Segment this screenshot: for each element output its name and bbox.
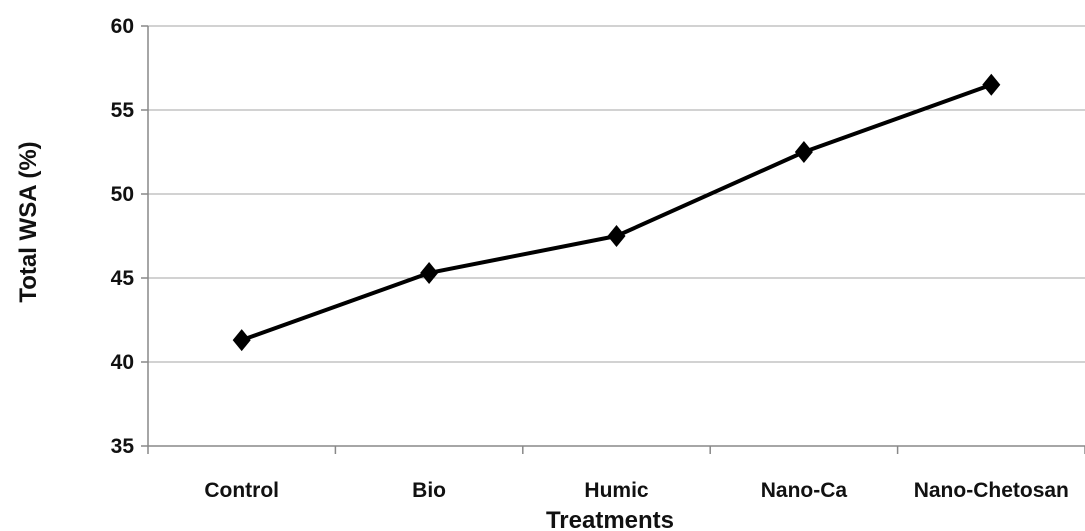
data-point-marker <box>420 261 439 284</box>
x-tick-labels: Control Bio Humic Nano-Ca Nano-Chetosan <box>204 479 1069 502</box>
y-tick-label: 35 <box>111 435 135 458</box>
x-tick-label: Humic <box>584 479 649 502</box>
data-point-marker <box>607 225 626 247</box>
series-group <box>232 73 1001 352</box>
x-tick-label: Control <box>204 479 279 502</box>
x-axis-title: Treatments <box>546 507 674 531</box>
axes <box>141 25 1085 454</box>
y-tick-label: 45 <box>111 267 135 290</box>
data-point-marker <box>982 73 1001 96</box>
gridlines <box>148 25 1085 363</box>
y-tick-label: 40 <box>111 351 134 374</box>
y-tick-labels: 35 40 45 50 55 60 <box>111 15 135 458</box>
x-tick-label: Nano-Ca <box>761 479 848 502</box>
data-point-marker <box>794 141 813 163</box>
y-axis-title: Total WSA (%) <box>15 141 42 302</box>
x-tick-label: Nano-Chetosan <box>914 479 1069 502</box>
y-tick-label: 55 <box>111 99 135 122</box>
x-tick-label: Bio <box>412 479 446 502</box>
data-point-marker <box>232 329 251 352</box>
series-line <box>241 82 992 343</box>
y-tick-label: 50 <box>111 183 134 206</box>
y-tick-label: 60 <box>111 15 134 38</box>
